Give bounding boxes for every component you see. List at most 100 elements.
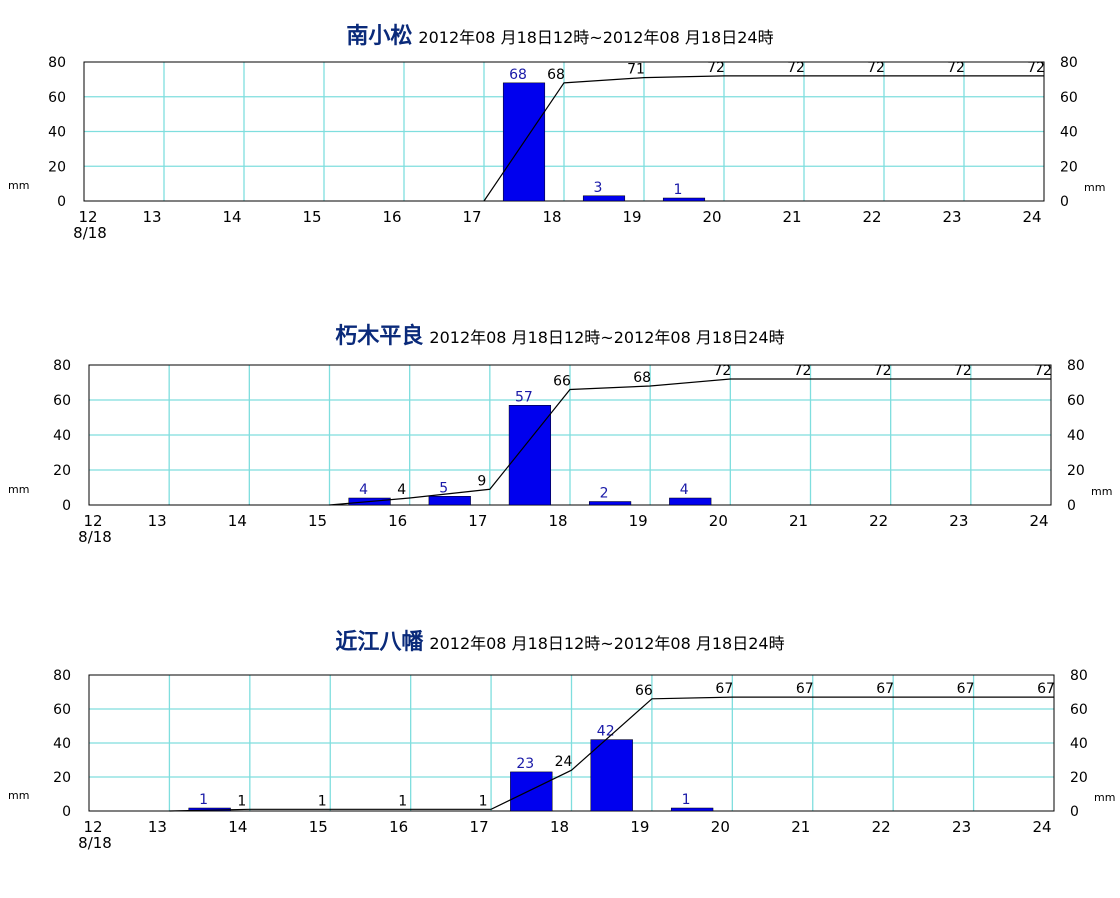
cumulative-rain-label: 67: [876, 681, 894, 697]
x-date-label: 8/18: [78, 834, 112, 852]
hourly-rain-label: 1: [674, 182, 683, 198]
x-tick-label: 15: [302, 208, 321, 226]
x-tick-label: 18: [548, 512, 567, 530]
x-tick-label: 23: [949, 512, 968, 530]
y-tick-label-right: 80: [1060, 55, 1078, 71]
y-tick-label-left: 40: [53, 736, 71, 752]
cumulative-rain-label: 72: [1034, 363, 1052, 379]
plot-frame: [83, 61, 1045, 202]
cumulative-rain-label: 72: [787, 60, 805, 76]
hourly-rain-label: 3: [594, 180, 603, 196]
cumulative-rain-label: 1: [237, 793, 246, 809]
cumulative-rain-label: 66: [635, 683, 653, 699]
rainfall-chart-3: 0 0 20 20 40 40 60 60 80 80 mm mm 12 13 14 15 16 17 18 19 20…: [8, 668, 1115, 852]
x-tick-label: 21: [782, 208, 801, 226]
y-tick-label-right: 80: [1067, 358, 1085, 374]
y-tick-label-right: 0: [1067, 498, 1076, 514]
y-tick-label-left: 80: [53, 668, 71, 684]
y-tick-label-left: 0: [62, 804, 71, 820]
rainfall-chart-2: 0 0 20 20 40 40 60 60 80 80 mm mm 12 13 14 15 16 17 18 19 20…: [8, 358, 1112, 546]
x-tick-label: 19: [630, 818, 649, 836]
x-tick-label: 17: [462, 208, 481, 226]
x-tick-label: 18: [550, 818, 569, 836]
x-tick-label: 24: [1032, 818, 1051, 836]
cumulative-rain-label: 72: [794, 363, 812, 379]
y-tick-label-right: 20: [1060, 159, 1078, 175]
hourly-rain-label: 4: [359, 482, 368, 498]
x-tick-label: 16: [389, 818, 408, 836]
cumulative-rain-label: 66: [553, 374, 571, 390]
y-tick-label-left: 60: [53, 702, 71, 718]
x-tick-label: 22: [869, 512, 888, 530]
x-tick-label: 14: [222, 208, 241, 226]
x-tick-label: 16: [388, 512, 407, 530]
hourly-rain-label: 57: [515, 389, 533, 405]
y-tick-label-left: 40: [48, 125, 66, 141]
cumulative-rain-label: 24: [555, 754, 573, 770]
hourly-rain-label: 5: [439, 480, 448, 496]
x-tick-label: 22: [872, 818, 891, 836]
hourly-rain-bar: [508, 405, 552, 506]
hourly-rain-label: 23: [516, 756, 534, 772]
y-axis-unit-left: mm: [8, 483, 29, 496]
hourly-rain-bar: [428, 496, 471, 506]
hourly-rain-label: 2: [600, 486, 609, 502]
cumulative-rain-line: [329, 378, 1051, 506]
cumulative-rain-label: 71: [627, 62, 645, 78]
cumulative-rain-label: 67: [796, 681, 814, 697]
cumulative-rain-label: 1: [318, 793, 327, 809]
x-tick-label: 14: [228, 512, 247, 530]
x-tick-label: 12: [83, 818, 102, 836]
x-tick-label: 13: [142, 208, 161, 226]
x-tick-label: 20: [702, 208, 721, 226]
x-date-label: 8/18: [78, 528, 112, 546]
period-label: 2012年08 月18日12時~2012年08 月18日24時: [418, 28, 774, 47]
cumulative-rain-label: 72: [954, 363, 972, 379]
hourly-rain-label: 42: [597, 724, 615, 740]
cumulative-rain-label: 67: [1037, 681, 1055, 697]
chart-title-3: 近江八幡 2012年08 月18日12時~2012年08 月18日24時: [0, 624, 1120, 656]
x-date-label: 8/18: [73, 224, 107, 242]
x-tick-label: 13: [148, 818, 167, 836]
y-tick-label-left: 0: [62, 498, 71, 514]
x-tick-label: 24: [1022, 208, 1041, 226]
y-tick-label-left: 20: [48, 159, 66, 175]
x-tick-label: 18: [542, 208, 561, 226]
hourly-rain-label: 1: [682, 792, 691, 808]
hourly-rain-bar: [582, 195, 626, 202]
x-tick-label: 21: [791, 818, 810, 836]
y-axis-unit-right: mm: [1084, 181, 1105, 194]
x-tick-label: 12: [78, 208, 97, 226]
x-tick-label: 19: [622, 208, 641, 226]
y-tick-label-right: 20: [1070, 770, 1088, 786]
x-tick-label: 20: [711, 818, 730, 836]
y-tick-label-left: 20: [53, 770, 71, 786]
cumulative-rain-label: 72: [947, 60, 965, 76]
x-tick-label: 23: [942, 208, 961, 226]
x-tick-label: 14: [228, 818, 247, 836]
y-tick-label-left: 80: [48, 55, 66, 71]
plot-frame: [88, 364, 1052, 506]
y-axis-unit-right: mm: [1094, 791, 1115, 804]
cumulative-rain-label: 72: [867, 60, 885, 76]
x-tick-label: 24: [1029, 512, 1048, 530]
hourly-rain-bar: [670, 807, 714, 812]
hourly-rain-bar: [590, 739, 633, 812]
cumulative-rain-label: 1: [398, 793, 407, 809]
chart-title-1: 南小松 2012年08 月18日12時~2012年08 月18日24時: [0, 18, 1120, 50]
plot-frame: [88, 674, 1055, 812]
y-axis-unit-left: mm: [8, 789, 29, 802]
x-tick-label: 21: [789, 512, 808, 530]
y-tick-label-right: 0: [1060, 194, 1069, 210]
y-tick-label-right: 20: [1067, 463, 1085, 479]
cumulative-rain-label: 67: [715, 681, 733, 697]
cumulative-rain-label: 72: [713, 363, 731, 379]
y-tick-label-left: 80: [53, 358, 71, 374]
period-label: 2012年08 月18日12時~2012年08 月18日24時: [429, 328, 785, 347]
hourly-rain-bar: [669, 497, 712, 506]
y-tick-label-left: 40: [53, 428, 71, 444]
chart-title-2: 朽木平良 2012年08 月18日12時~2012年08 月18日24時: [0, 318, 1120, 350]
y-tick-label-right: 40: [1067, 428, 1085, 444]
x-tick-label: 17: [470, 818, 489, 836]
y-tick-label-right: 0: [1070, 804, 1079, 820]
